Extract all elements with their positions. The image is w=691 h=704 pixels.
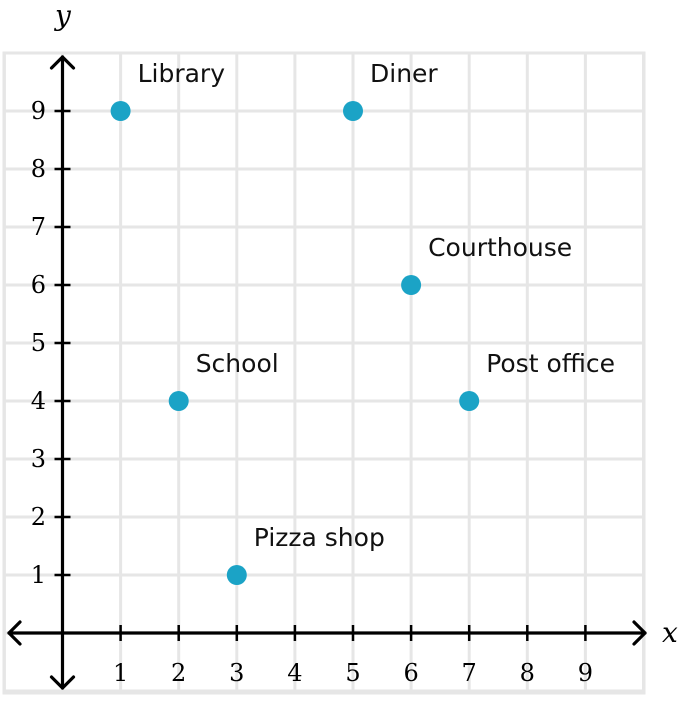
point-diner <box>343 101 363 121</box>
x-tick-label: 2 <box>171 659 186 687</box>
x-tick-label: 5 <box>345 659 360 687</box>
y-axis-arrow-up <box>49 55 76 70</box>
y-tick-label: 8 <box>31 155 46 183</box>
point-label-library: Library <box>138 59 226 88</box>
point-label-diner: Diner <box>370 59 438 88</box>
point-pizza-shop <box>226 565 247 585</box>
point-school <box>168 391 189 411</box>
point-courthouse <box>401 275 422 295</box>
x-axis-label: x <box>662 616 678 649</box>
y-tick-label: 4 <box>31 387 46 415</box>
point-post-office <box>459 391 480 411</box>
grid <box>2 51 645 693</box>
y-tick-label: 2 <box>31 503 46 531</box>
y-tick-label: 9 <box>31 97 46 125</box>
x-tick-label: 7 <box>462 659 477 687</box>
x-axis-arrow-left <box>7 620 22 646</box>
y-tick-label: 7 <box>31 213 46 241</box>
x-tick-label: 9 <box>578 659 593 687</box>
point-labels: Library Diner Courthouse School Post office P… <box>138 59 615 552</box>
y-axis-label: y <box>53 0 72 32</box>
point-label-post-office: Post office <box>486 349 615 378</box>
y-tick-label: 3 <box>31 445 46 473</box>
point-label-school: School <box>196 349 279 378</box>
y-tick-label: 1 <box>31 561 46 589</box>
y-tick-label: 6 <box>31 271 46 299</box>
point-label-courthouse: Courthouse <box>428 233 572 262</box>
x-tick-label: 6 <box>403 659 418 687</box>
point-label-pizza-shop: Pizza shop <box>254 523 385 552</box>
points <box>110 101 480 585</box>
x-axis-arrow-right <box>632 620 647 646</box>
point-library <box>110 101 131 121</box>
y-axis-arrow-down <box>49 675 76 690</box>
x-tick-label: 3 <box>229 659 244 687</box>
x-tick-label: 1 <box>113 659 128 687</box>
x-tick-label: 4 <box>287 659 302 687</box>
y-tick-label: 5 <box>31 329 46 357</box>
ticks: 1 2 3 4 5 6 7 8 9 1 2 3 4 5 6 7 8 9 <box>31 97 593 687</box>
axes <box>7 55 647 690</box>
x-tick-label: 8 <box>520 659 535 687</box>
